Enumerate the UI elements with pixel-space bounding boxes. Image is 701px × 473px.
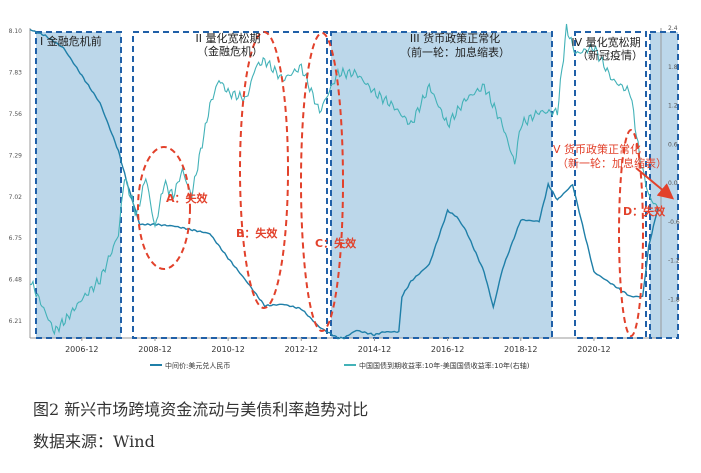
failure-ellipse-d: [618, 129, 644, 337]
x-tick-label: 2012-12: [285, 345, 318, 354]
period-label-4-title: IV 量化宽松期: [571, 35, 640, 49]
x-tick-label: 2014-12: [358, 345, 391, 354]
x-tick-label: 2010-12: [211, 345, 244, 354]
y-left-tick-label: 6.48: [9, 277, 23, 284]
x-tick-label: 2020-12: [577, 345, 610, 354]
y-right-tick-label: 0.6: [668, 141, 678, 148]
period-label-2-sub: （金融危机）: [197, 44, 263, 58]
x-tick-label: 2006-12: [65, 345, 98, 354]
period-box-5: [649, 31, 679, 339]
x-tick-label: 2018-12: [504, 345, 537, 354]
period-label-3-sub: （前一轮：加息缩表）: [400, 45, 510, 59]
y-left-tick-label: 7.83: [9, 70, 23, 77]
period-label-1: I 金融危机前: [40, 34, 102, 48]
period-label-5-sub: （新一轮：加息缩表）: [557, 156, 667, 170]
period-box-3: [330, 31, 553, 339]
period-label-4-sub: （新冠疫情）: [577, 48, 643, 62]
trend-arrow: [635, 167, 675, 200]
y-left-tick-label: 7.56: [9, 111, 23, 118]
y-right-tick-label: 0.0: [668, 180, 678, 187]
failure-label-b: B：失效: [236, 226, 278, 240]
period-box-2: [132, 31, 328, 339]
failure-ellipse-a: [137, 146, 191, 270]
period-label-3-title: III 货币政策正常化: [410, 31, 500, 45]
data-source: 数据来源：Wind: [33, 432, 155, 451]
series-line-yield-spread: [29, 23, 659, 336]
y-left-tick-label: 6.21: [9, 318, 23, 325]
chart-legend: 中间价:美元兑人民币 中国国债到期收益率:10年-美国国债收益率:10年(右轴): [150, 361, 530, 370]
period-box-1: [35, 31, 122, 339]
legend-label-spread: 中国国债到期收益率:10年-美国国债收益率:10年(右轴): [359, 361, 530, 370]
series-lines: [29, 23, 659, 340]
period-boxes: [35, 31, 679, 339]
y-left-tick-label: 7.02: [9, 194, 23, 201]
series-line-usd-cny: [29, 28, 659, 340]
y-right-tick-label: -0.6: [668, 219, 680, 226]
failure-label-a: A：失效: [166, 191, 209, 205]
figure-caption: 图2 新兴市场跨境资金流动与美债利率趋势对比: [33, 400, 369, 419]
failure-label-d: D：失效: [623, 204, 666, 218]
shade-period-1: [36, 32, 121, 338]
failure-ellipses: [137, 31, 644, 337]
y-left-tick-label: 7.29: [9, 152, 23, 159]
y-left-tick-label: 6.75: [9, 235, 23, 242]
shade-period-3: [331, 32, 552, 338]
y-right-tick-label: 2.4: [668, 25, 678, 32]
y-right-tick-label: -1.8: [668, 296, 680, 303]
period-label-5-title: V 货币政策正常化: [553, 142, 641, 156]
y-left-tick-label: 8.10: [9, 28, 23, 35]
x-tick-label: 2016-12: [431, 345, 464, 354]
legend-label-usd: 中间价:美元兑人民币: [165, 361, 230, 370]
failure-ellipse-c: [300, 32, 344, 332]
y-right-tick-label: 1.8: [668, 64, 678, 71]
y-right-tick-label: -1.2: [668, 258, 680, 265]
failure-ellipse-b: [239, 31, 289, 309]
x-tick-label: 2008-12: [138, 345, 171, 354]
failure-label-c: C：失效: [315, 236, 357, 250]
y-right-tick-label: 1.2: [668, 103, 678, 110]
period-label-2-title: II 量化宽松期: [196, 31, 261, 45]
